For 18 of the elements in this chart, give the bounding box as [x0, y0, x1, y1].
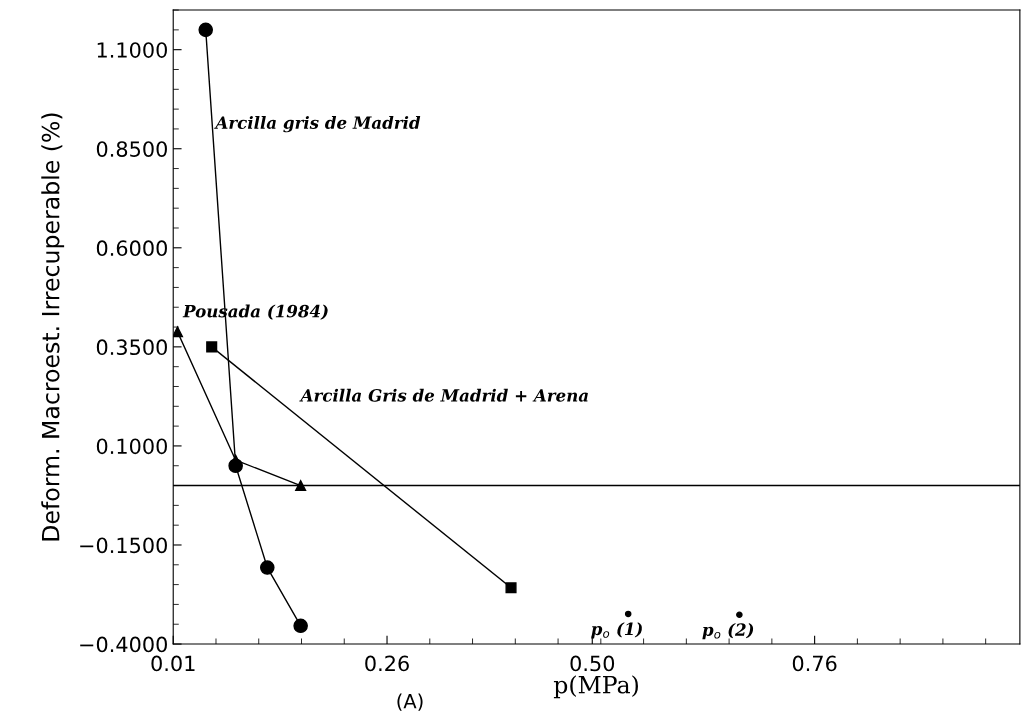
y-tick-label: 0.1000	[96, 438, 167, 455]
y-tick-label: −0.1500	[80, 537, 167, 554]
y-tick-label: 0.8500	[96, 141, 167, 157]
series-label: Arcilla Gris de Madrid + Arena	[299, 388, 588, 402]
y-tick-label: 0.6000	[96, 240, 167, 257]
series-label: p$_{o}$ (1)	[591, 622, 642, 639]
text: (A)	[397, 693, 423, 711]
series-label: p$_{o}$ (2)	[702, 623, 754, 640]
x-tick-label: 0.76	[792, 655, 837, 672]
y-axis-title: Deform. Macroest. Irrecuperable (%)	[41, 113, 65, 541]
x-tick-label: 0.01	[151, 655, 195, 672]
series-label: Arcilla gris de Madrid	[214, 115, 421, 133]
x-tick-label: 0.26	[365, 655, 409, 672]
y-tick-label: −0.4000	[80, 636, 167, 653]
x-axis-title: p(MPa)	[553, 675, 638, 699]
x-tick-label: 0.50	[570, 655, 615, 672]
y-tick-label: 1.1000	[97, 42, 167, 58]
y-tick-label: 0.3500	[96, 339, 167, 356]
